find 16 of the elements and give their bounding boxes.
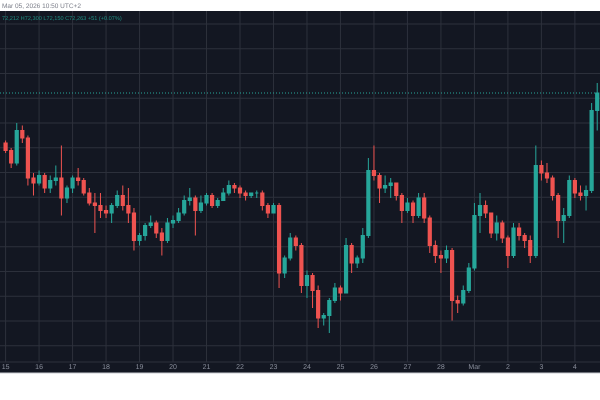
candlestick	[193, 195, 198, 236]
candlestick	[534, 145, 538, 258]
candlestick	[338, 285, 343, 301]
candlestick	[59, 145, 64, 216]
candlestick	[210, 192, 214, 208]
candlestick	[405, 198, 410, 214]
candlestick	[304, 270, 310, 298]
candlestick	[494, 215, 499, 241]
candlestick	[14, 122, 19, 166]
candlestick	[444, 245, 449, 264]
candlestick	[36, 170, 42, 186]
candlestick	[271, 202, 276, 214]
candlestick	[416, 192, 421, 218]
candlestick	[350, 242, 354, 274]
candlestick	[42, 172, 47, 194]
candlestick	[410, 200, 416, 224]
